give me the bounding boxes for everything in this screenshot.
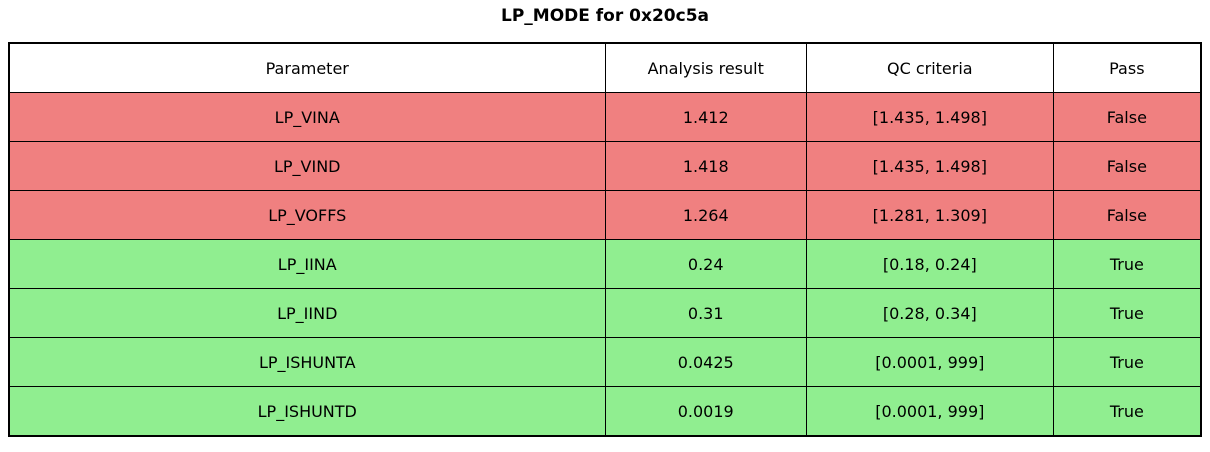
- cell-pass: True: [1052, 337, 1202, 387]
- cell-qc-criteria: [0.18, 0.24]: [805, 239, 1054, 289]
- col-header-pass: Pass: [1052, 42, 1202, 93]
- cell-pass: False: [1052, 190, 1202, 240]
- cell-analysis-result: 0.0425: [604, 337, 807, 387]
- cell-parameter: LP_VOFFS: [8, 190, 606, 240]
- cell-analysis-result: 1.264: [604, 190, 807, 240]
- table-row: LP_VOFFS 1.264 [1.281, 1.309] False: [8, 190, 1202, 240]
- cell-parameter: LP_IIND: [8, 288, 606, 338]
- table-row: LP_ISHUNTD 0.0019 [0.0001, 999] True: [8, 386, 1202, 437]
- cell-analysis-result: 1.412: [604, 92, 807, 142]
- cell-qc-criteria: [0.28, 0.34]: [805, 288, 1054, 338]
- table-row: LP_VINA 1.412 [1.435, 1.498] False: [8, 92, 1202, 142]
- cell-qc-criteria: [0.0001, 999]: [805, 386, 1054, 437]
- cell-pass: True: [1052, 288, 1202, 338]
- cell-parameter: LP_ISHUNTD: [8, 386, 606, 437]
- cell-analysis-result: 0.24: [604, 239, 807, 289]
- table-row: LP_ISHUNTA 0.0425 [0.0001, 999] True: [8, 337, 1202, 387]
- table-row: LP_IIND 0.31 [0.28, 0.34] True: [8, 288, 1202, 338]
- cell-qc-criteria: [1.281, 1.309]: [805, 190, 1054, 240]
- qc-table: Parameter Analysis result QC criteria Pa…: [8, 42, 1202, 437]
- cell-parameter: LP_VIND: [8, 141, 606, 191]
- cell-qc-criteria: [1.435, 1.498]: [805, 92, 1054, 142]
- cell-pass: False: [1052, 141, 1202, 191]
- cell-parameter: LP_IINA: [8, 239, 606, 289]
- cell-qc-criteria: [1.435, 1.498]: [805, 141, 1054, 191]
- cell-pass: True: [1052, 386, 1202, 437]
- cell-analysis-result: 1.418: [604, 141, 807, 191]
- table-row: LP_VIND 1.418 [1.435, 1.498] False: [8, 141, 1202, 191]
- cell-pass: True: [1052, 239, 1202, 289]
- cell-analysis-result: 0.31: [604, 288, 807, 338]
- cell-parameter: LP_ISHUNTA: [8, 337, 606, 387]
- col-header-qc-criteria: QC criteria: [805, 42, 1054, 93]
- cell-parameter: LP_VINA: [8, 92, 606, 142]
- cell-analysis-result: 0.0019: [604, 386, 807, 437]
- page-title: LP_MODE for 0x20c5a: [500, 6, 709, 26]
- cell-qc-criteria: [0.0001, 999]: [805, 337, 1054, 387]
- col-header-parameter: Parameter: [8, 42, 606, 93]
- header-row: Parameter Analysis result QC criteria Pa…: [8, 42, 1202, 93]
- table-row: LP_IINA 0.24 [0.18, 0.24] True: [8, 239, 1202, 289]
- cell-pass: False: [1052, 92, 1202, 142]
- col-header-analysis-result: Analysis result: [604, 42, 807, 93]
